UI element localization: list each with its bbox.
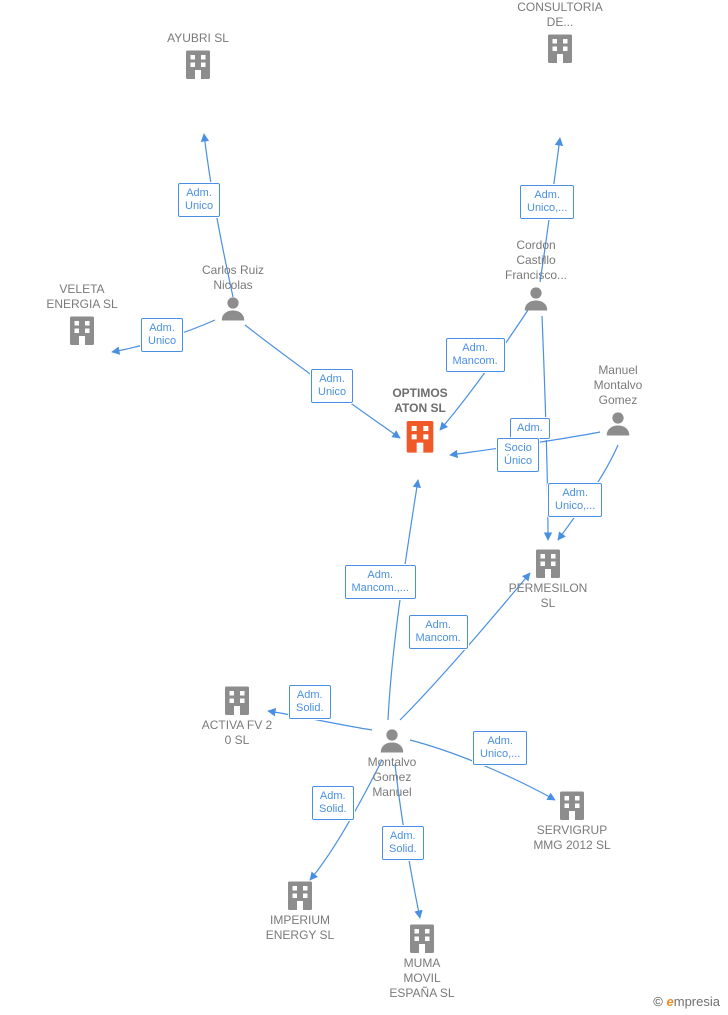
node-optimos[interactable]: OPTIMOS ATON SL [375, 386, 465, 456]
edge-label-montalvo-servigrup[interactable]: Adm. Unico,... [473, 731, 527, 765]
brand-rest: mpresia [674, 994, 720, 1009]
node-label: PERMESILON SL [503, 581, 593, 611]
node-ayubri[interactable]: AYUBRI SL [153, 31, 243, 82]
edge-label-montalvo-activa[interactable]: Adm. Solid. [289, 685, 331, 719]
edge-label-carlos-veleta[interactable]: Adm. Unico [141, 318, 183, 352]
node-permesilon[interactable]: PERMESILON SL [503, 545, 593, 611]
node-label: PERICIALES CONSULTORIA DE... [515, 0, 605, 30]
node-manuel[interactable]: Manuel Montalvo Gomez [573, 363, 663, 438]
node-activa[interactable]: ACTIVA FV 2 0 SL [192, 682, 282, 748]
person-icon [573, 408, 663, 438]
node-label: Cordon Castillo Francisco... [491, 238, 581, 283]
copyright: © empresia [653, 994, 720, 1009]
edge-label-cordon-permesilon[interactable]: Adm. [510, 418, 550, 439]
person-icon [188, 293, 278, 323]
node-label: IMPERIUM ENERGY SL [255, 913, 345, 943]
copyright-symbol: © [653, 994, 663, 1009]
node-montalvo[interactable]: Montalvo Gomez Manuel [347, 725, 437, 800]
node-label: Carlos Ruiz Nicolas [188, 263, 278, 293]
node-periciales[interactable]: PERICIALES CONSULTORIA DE... [515, 0, 605, 66]
node-veleta[interactable]: VELETA ENERGIA SL [37, 282, 127, 348]
building-icon [192, 682, 282, 718]
building-icon [515, 30, 605, 66]
building-icon [153, 46, 243, 82]
edge-label-montalvo-muma[interactable]: Adm. Solid. [382, 826, 424, 860]
edge-label-montalvo-optimos[interactable]: Adm. Mancom.,... [345, 565, 416, 599]
edge-label-cordon-optimos[interactable]: Adm. Mancom. [446, 338, 505, 372]
edge-label-manuel-optimos[interactable]: Socio Único [497, 438, 539, 472]
network-diagram: AYUBRI SL PERICIALES CONSULTORIA DE... V… [0, 0, 728, 1015]
edge-label-manuel-permesilon[interactable]: Adm. Unico,... [548, 483, 602, 517]
node-label: SERVIGRUP MMG 2012 SL [527, 823, 617, 853]
edge-montalvo-optimos [388, 480, 418, 720]
node-imperium[interactable]: IMPERIUM ENERGY SL [255, 877, 345, 943]
person-icon [491, 283, 581, 313]
building-icon [37, 312, 127, 348]
edges-layer [0, 0, 728, 1015]
building-icon [527, 787, 617, 823]
edge-label-carlos-optimos[interactable]: Adm. Unico [311, 369, 353, 403]
building-icon [255, 877, 345, 913]
node-label: Montalvo Gomez Manuel [347, 755, 437, 800]
node-label: MUMA MOVIL ESPAÑA SL [377, 956, 467, 1001]
edge-label-montalvo-imperium[interactable]: Adm. Solid. [312, 786, 354, 820]
node-label: OPTIMOS ATON SL [375, 386, 465, 416]
node-label: ACTIVA FV 2 0 SL [192, 718, 282, 748]
edge-label-cordon-periciales[interactable]: Adm. Unico,... [520, 185, 574, 219]
edge-label-montalvo-permesilon[interactable]: Adm. Mancom. [409, 615, 468, 649]
building-icon [377, 920, 467, 956]
edge-label-carlos-ayubri[interactable]: Adm. Unico [178, 183, 220, 217]
node-label: Manuel Montalvo Gomez [573, 363, 663, 408]
brand-first-letter: e [667, 994, 674, 1009]
node-muma[interactable]: MUMA MOVIL ESPAÑA SL [377, 920, 467, 1001]
node-label: AYUBRI SL [153, 31, 243, 46]
building-icon [503, 545, 593, 581]
building-icon [375, 416, 465, 456]
node-cordon[interactable]: Cordon Castillo Francisco... [491, 238, 581, 313]
person-icon [347, 725, 437, 755]
node-servigrup[interactable]: SERVIGRUP MMG 2012 SL [527, 787, 617, 853]
node-label: VELETA ENERGIA SL [37, 282, 127, 312]
node-carlos[interactable]: Carlos Ruiz Nicolas [188, 263, 278, 323]
